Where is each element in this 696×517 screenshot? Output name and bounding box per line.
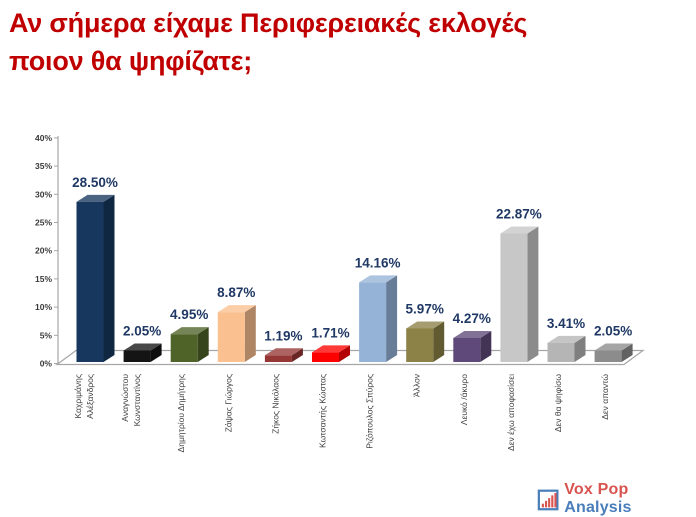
bar-top-face	[406, 321, 445, 329]
bar	[217, 312, 245, 362]
bar-side-face	[386, 275, 398, 362]
chart-svg: 0% 5% 10% 15% 20% 25% 30% 35% 40% 28.50% 2.05% 4.95…	[35, 133, 645, 452]
bar-side-face	[527, 226, 539, 362]
brand-name: Vox Pop Analysis	[564, 481, 696, 517]
bar-top-face	[359, 275, 398, 283]
bar-top-face	[547, 335, 586, 343]
brand-name-part2: Analysis	[564, 499, 632, 516]
bar-value-label: 22.87%	[496, 206, 542, 221]
bar	[76, 201, 104, 362]
bar-side-face	[480, 331, 492, 362]
y-tick-label: 20%	[35, 246, 52, 256]
bar-value-label: 28.50%	[72, 175, 118, 190]
bar-value-label: 3.41%	[547, 316, 585, 331]
bar-value-label: 2.05%	[594, 323, 632, 338]
bar	[547, 342, 575, 362]
bar-top-face	[76, 194, 115, 202]
bar-value-label: 8.87%	[217, 285, 255, 300]
bar-side-face	[433, 321, 445, 362]
bar	[500, 233, 528, 362]
bar-value-label: 4.27%	[453, 311, 491, 326]
y-tick-label: 15%	[35, 274, 52, 284]
y-tick-label: 30%	[35, 189, 52, 199]
bar-top-face	[123, 343, 162, 351]
bar-value-label: 2.05%	[123, 323, 161, 338]
bar	[453, 338, 481, 362]
category-label: Ζάψας Γιώργος	[223, 374, 233, 432]
bar	[170, 334, 198, 362]
y-tick-label: 25%	[35, 218, 52, 228]
bar	[406, 328, 434, 362]
bar-side-face	[621, 343, 633, 362]
bar-value-label: 4.95%	[170, 307, 208, 322]
category-label: Λευκό /άκυρο	[459, 374, 469, 425]
category-label: Κωτσαντής Κώστας	[318, 374, 328, 448]
y-tick-label: 10%	[35, 302, 52, 312]
bar-value-label: 1.71%	[311, 325, 349, 340]
bar-top-face	[264, 348, 303, 356]
bar-side-face	[574, 335, 586, 362]
bar-side-face	[244, 305, 256, 362]
page-title: Αν σήμερα είχαμε Περιφερειακές εκλογές π…	[9, 8, 528, 77]
y-tick-label: 35%	[35, 161, 52, 171]
bar	[312, 352, 339, 362]
category-label: Δεν απαντώ	[600, 374, 610, 420]
category-label: Άλλον	[412, 374, 422, 397]
category-label: Αλέξανδρος	[85, 374, 95, 419]
y-tick-label: 0%	[40, 359, 53, 369]
category-label: Ζήκος Νικόλαος	[270, 374, 280, 434]
bar-top-face	[170, 327, 209, 335]
bar	[359, 282, 387, 362]
category-label: Δεν θα ψηφίσω	[553, 374, 563, 433]
bar	[264, 355, 292, 362]
category-label: Δημητρίου Δημήτρης	[176, 374, 186, 452]
category-label: Καχριμάνης	[73, 374, 83, 419]
bar-top-face	[453, 331, 492, 339]
bar	[594, 350, 622, 362]
bar	[123, 350, 151, 362]
bar-top-face	[500, 226, 539, 234]
bar-side-face	[103, 194, 115, 362]
brand-logo: Vox Pop Analysis	[537, 481, 696, 517]
category-label: Δεν έχω αποφασίσει	[506, 374, 516, 451]
bar-value-label: 14.16%	[355, 255, 401, 270]
bar-side-face	[291, 348, 303, 362]
bar-side-face	[197, 327, 209, 362]
bar-top-face	[312, 345, 350, 353]
bar-side-face	[339, 345, 350, 362]
bar-top-face	[217, 305, 256, 313]
category-label: Ριζόπουλος Σπύρος	[365, 374, 375, 449]
bar-value-label: 5.97%	[406, 301, 444, 316]
y-tick-label: 5%	[40, 330, 53, 340]
category-label: Αναγνώστου	[120, 374, 130, 422]
category-label: Κωνσταντίνος	[132, 374, 142, 426]
bar-side-face	[150, 343, 162, 362]
bar-top-face	[594, 343, 633, 351]
y-tick-label: 40%	[35, 133, 52, 143]
bar-chart-icon	[537, 489, 559, 510]
brand-name-part1: Vox Pop	[564, 481, 629, 498]
bar-value-label: 1.19%	[264, 328, 302, 343]
